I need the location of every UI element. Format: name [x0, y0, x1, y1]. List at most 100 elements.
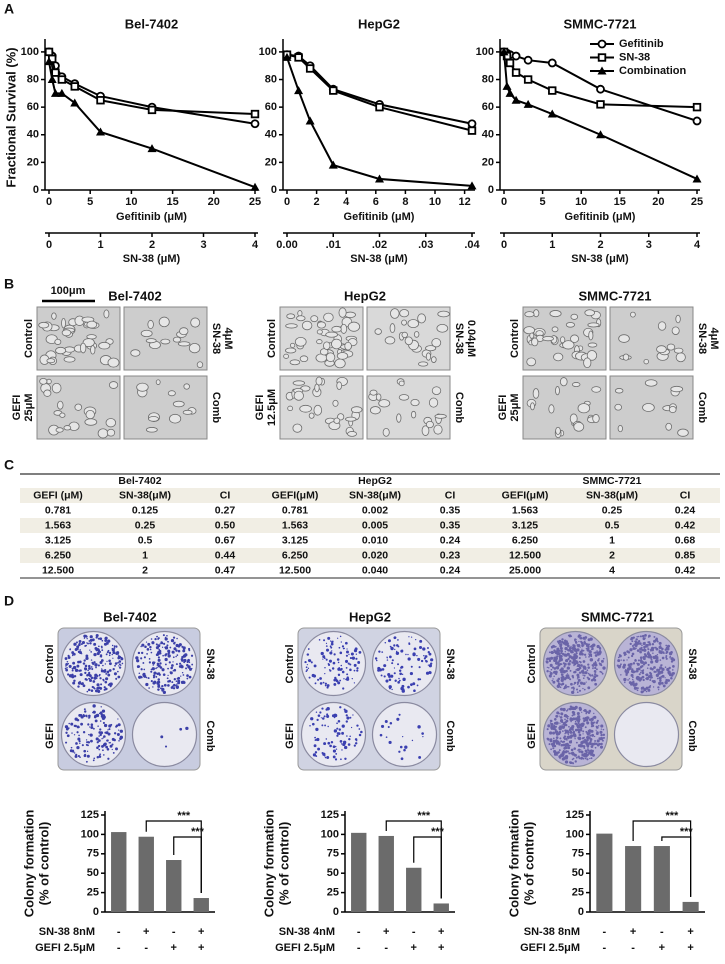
colony [624, 669, 628, 673]
colony [563, 738, 566, 740]
colony [94, 673, 98, 677]
table-group: HepG2 [358, 475, 392, 487]
cell [85, 409, 95, 420]
colony [398, 750, 401, 753]
cell [555, 426, 561, 435]
condition-mark: - [412, 926, 416, 938]
colony [670, 673, 674, 677]
colony [576, 681, 580, 684]
colony [566, 750, 569, 753]
colony [341, 731, 344, 735]
colony [589, 675, 592, 677]
colony [103, 723, 108, 728]
colony [568, 708, 570, 710]
well [131, 630, 198, 697]
colony [399, 672, 403, 676]
colony [584, 749, 588, 753]
colony [553, 667, 557, 670]
cell [316, 339, 323, 345]
colony [657, 688, 660, 691]
micrograph [609, 375, 694, 440]
cell [86, 320, 98, 329]
colony [95, 737, 99, 741]
colony [352, 714, 354, 716]
table-cell: 0.35 [440, 519, 461, 531]
colony [393, 672, 396, 675]
colony [653, 635, 656, 638]
colony [582, 674, 584, 676]
cell [79, 342, 87, 354]
colony [388, 675, 391, 678]
colony [561, 724, 563, 726]
colony [162, 673, 166, 676]
colony [138, 675, 142, 679]
colony [345, 678, 347, 681]
colony [572, 644, 575, 647]
cell [286, 313, 296, 319]
condition-mark: + [198, 926, 204, 938]
colony [159, 643, 161, 645]
series-line [286, 53, 473, 125]
colony [546, 670, 549, 673]
colony [416, 654, 418, 657]
colony [575, 652, 578, 655]
colony [572, 730, 576, 733]
colony [624, 653, 627, 655]
colony [101, 639, 104, 642]
cell [296, 315, 306, 322]
colony [107, 729, 109, 731]
colony [567, 666, 570, 669]
colony [560, 753, 563, 756]
colony [116, 733, 120, 736]
colony [182, 649, 186, 653]
y-axis-label: Colony formation [506, 810, 521, 918]
y-tick-label: 60 [27, 101, 39, 113]
colony [655, 647, 659, 651]
table-cell: 1.563 [45, 519, 71, 531]
marker [70, 82, 79, 91]
colony [661, 652, 663, 654]
colony [549, 671, 553, 676]
colony [76, 641, 78, 644]
colony [668, 672, 672, 676]
colony [349, 735, 351, 738]
colony [550, 645, 553, 648]
colony [641, 634, 645, 638]
bar [378, 835, 394, 912]
x2-tick-label: .04 [464, 239, 480, 251]
colony [337, 720, 341, 723]
condition-label: SN-38 8nM [39, 926, 95, 938]
colony [401, 684, 405, 688]
colony [154, 637, 157, 641]
colony [171, 664, 174, 667]
cell [293, 390, 304, 401]
colony [397, 663, 400, 666]
cell [299, 355, 309, 363]
colony [93, 661, 96, 664]
bar [653, 846, 670, 912]
y-tick-label: 25 [327, 887, 339, 899]
colony [654, 670, 657, 673]
x-tick-label: 25 [249, 196, 261, 208]
colony [577, 668, 581, 671]
colony [583, 736, 585, 739]
colony [85, 678, 88, 681]
colony [563, 653, 567, 657]
colony [90, 676, 94, 680]
colony [560, 669, 563, 672]
table-header: CI [445, 489, 456, 501]
colony [552, 680, 556, 684]
colony [190, 654, 194, 657]
colony [84, 645, 87, 647]
colony [576, 648, 580, 652]
colony [325, 658, 328, 661]
colony [108, 742, 110, 744]
colony [556, 655, 559, 658]
colony [563, 685, 568, 689]
colony [580, 723, 584, 728]
colony [77, 685, 80, 688]
colony [386, 659, 389, 661]
marker [294, 53, 303, 62]
table-cell: 4 [609, 564, 615, 576]
marker [44, 57, 54, 66]
